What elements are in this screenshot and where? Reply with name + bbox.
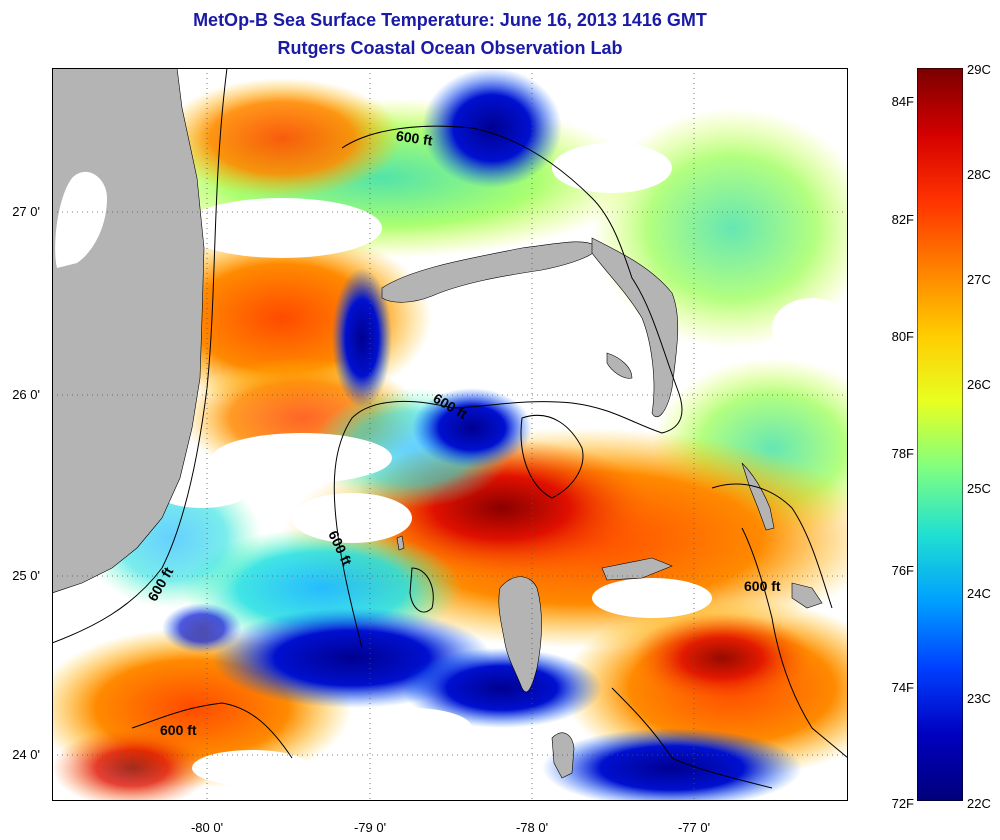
colorbar-f-label: 78F	[891, 446, 914, 461]
colorbar-c-label: 27C	[967, 272, 991, 287]
y-tick-label: 27 0'	[12, 204, 40, 219]
x-tick-label: -80 0'	[190, 820, 224, 835]
contour-label: 600 ft	[160, 722, 197, 738]
colorbar-f-label: 74F	[891, 680, 914, 695]
land	[52, 68, 823, 779]
sst-map	[52, 68, 848, 801]
colorbar-f-label: 80F	[891, 329, 914, 344]
colorbar-f-label: 76F	[891, 563, 914, 578]
colorbar-c-label: 29C	[967, 62, 991, 77]
map-frame	[52, 68, 848, 801]
map-subtitle: Rutgers Coastal Ocean Observation Lab	[277, 38, 623, 58]
x-tick-label: -79 0'	[353, 820, 387, 835]
colorbar-c-label: 22C	[967, 796, 991, 811]
y-tick-label: 26 0'	[12, 387, 40, 402]
y-tick-label: 25 0'	[12, 568, 40, 583]
x-tick-label: -78 0'	[515, 820, 549, 835]
x-tick-label: -77 0'	[677, 820, 711, 835]
colorbar-c-label: 26C	[967, 377, 991, 392]
cloud-mask	[152, 143, 848, 786]
colorbar-c-label: 28C	[967, 167, 991, 182]
colorbar	[917, 68, 963, 801]
graticule	[52, 68, 848, 801]
contour-label: 600 ft	[744, 578, 781, 594]
colorbar-c-label: 25C	[967, 481, 991, 496]
colorbar-c-label: 23C	[967, 691, 991, 706]
colorbar-c-label: 24C	[967, 586, 991, 601]
y-tick-label: 24 0'	[12, 747, 40, 762]
colorbar-f-label: 72F	[891, 796, 914, 811]
colorbar-f-label: 84F	[891, 94, 914, 109]
depth-contours	[52, 68, 848, 789]
colorbar-f-label: 82F	[891, 212, 914, 227]
map-title: MetOp-B Sea Surface Temperature: June 16…	[193, 10, 707, 30]
